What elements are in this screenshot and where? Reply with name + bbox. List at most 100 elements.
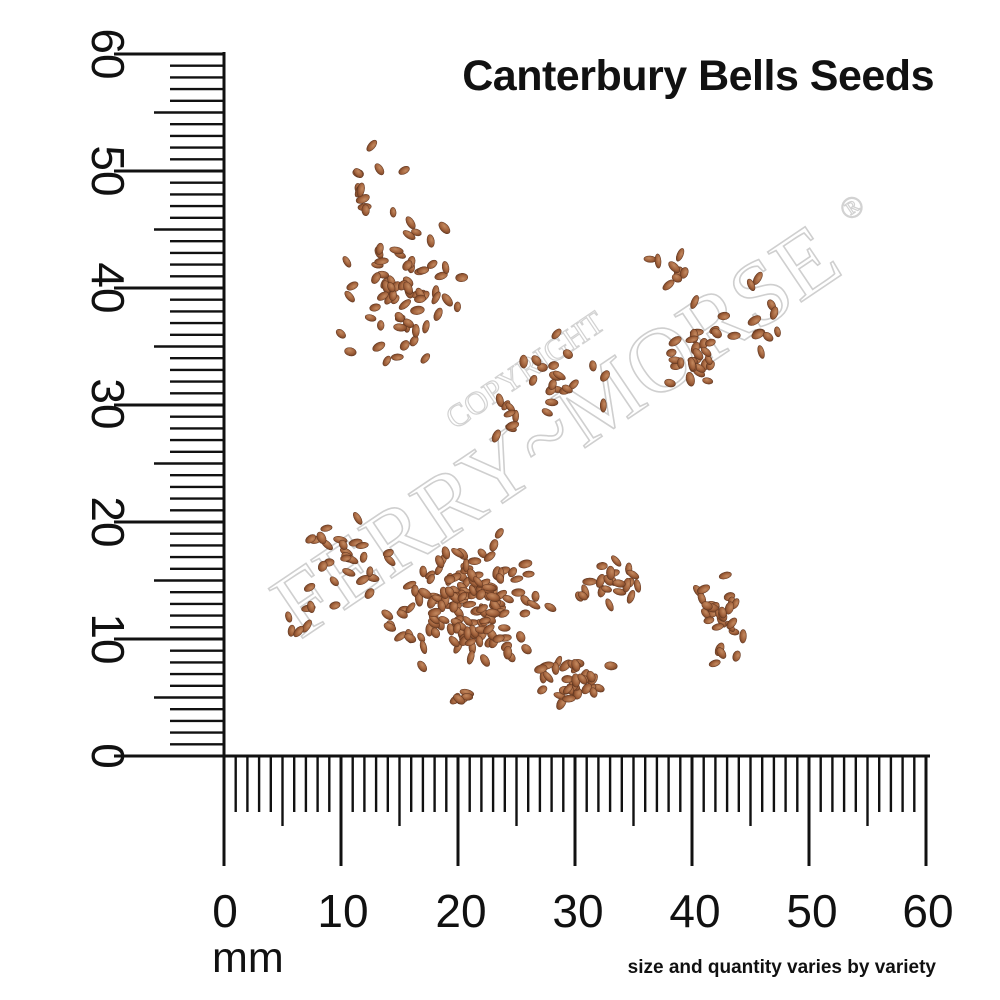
- seed: [344, 347, 357, 357]
- seed: [394, 311, 405, 323]
- seed: [374, 163, 385, 176]
- seed: [411, 323, 420, 338]
- seed: [482, 623, 495, 635]
- seed: [462, 616, 473, 626]
- seed: [703, 616, 715, 625]
- seed: [605, 598, 614, 612]
- seed: [577, 673, 588, 685]
- seed: [366, 139, 378, 152]
- seed: [417, 660, 427, 673]
- seed: [548, 361, 559, 370]
- seed: [544, 602, 557, 612]
- seed: [304, 582, 316, 592]
- watermark-brand: FERRY~MORSE: [254, 204, 857, 657]
- seed: [410, 305, 425, 315]
- seed: [690, 295, 699, 309]
- seed: [405, 602, 416, 614]
- seed: [430, 627, 441, 639]
- seed: [355, 542, 369, 549]
- seed: [405, 216, 416, 230]
- seed: [726, 617, 738, 629]
- seed: [604, 661, 618, 671]
- seed: [320, 524, 333, 532]
- seed: [482, 584, 497, 592]
- seed: [518, 559, 533, 569]
- seed: [718, 571, 732, 580]
- seed: [503, 409, 516, 418]
- seed: [675, 248, 685, 262]
- seed: [531, 355, 542, 366]
- seed: [571, 659, 581, 672]
- seed: [419, 565, 427, 578]
- seed: [746, 278, 756, 292]
- seed: [732, 650, 741, 662]
- seed: [511, 588, 526, 597]
- seed: [377, 320, 385, 331]
- x-tick-label: 0: [212, 885, 238, 937]
- seed: [462, 600, 477, 608]
- seed: [612, 579, 626, 588]
- seed: [769, 306, 779, 320]
- seed: [774, 326, 781, 338]
- seed: [685, 371, 695, 387]
- seed: [438, 221, 451, 235]
- seed: [526, 600, 541, 610]
- seed: [441, 261, 450, 275]
- seed: [562, 349, 573, 359]
- seed: [453, 622, 461, 634]
- seed: [344, 290, 355, 303]
- seed: [702, 377, 714, 385]
- seed: [701, 601, 713, 611]
- seed: [498, 624, 511, 632]
- seed: [475, 635, 484, 648]
- seed: [390, 353, 404, 361]
- seed: [606, 565, 616, 580]
- seed: [751, 329, 765, 340]
- seed: [468, 584, 477, 597]
- seed: [475, 589, 486, 600]
- seed: [747, 315, 762, 326]
- seed: [402, 260, 413, 271]
- seed: [382, 355, 391, 367]
- seed: [356, 575, 370, 585]
- seed: [521, 644, 532, 655]
- seed: [537, 685, 548, 695]
- watermark-registered-mark: ®: [833, 188, 870, 228]
- seed: [516, 631, 526, 643]
- seed: [486, 592, 501, 602]
- y-tick-labels: 0 10 20 30 40 50 60: [82, 28, 134, 768]
- seed: [467, 557, 482, 565]
- seed: [633, 579, 642, 593]
- vertical-ruler: [114, 52, 226, 758]
- seed: [479, 616, 491, 624]
- seed: [495, 573, 505, 584]
- seed: [562, 694, 576, 703]
- seed: [305, 534, 317, 544]
- seed: [346, 281, 359, 291]
- seed: [402, 230, 416, 241]
- seed: [340, 554, 352, 562]
- seed: [668, 336, 682, 347]
- seed: [285, 611, 293, 623]
- seed: [654, 253, 662, 269]
- seed: [431, 291, 441, 305]
- seed: [531, 590, 540, 602]
- seed: [422, 320, 430, 334]
- image-title: Canterbury Bells Seeds: [462, 52, 934, 100]
- seed: [705, 338, 716, 347]
- seed: [552, 370, 566, 381]
- seed: [463, 626, 472, 641]
- seed: [317, 560, 328, 572]
- seed: [600, 370, 610, 382]
- seed: [444, 586, 455, 598]
- unit-label: mm: [212, 934, 284, 982]
- seed: [480, 654, 490, 667]
- seed: [416, 266, 430, 275]
- seed: [356, 182, 365, 198]
- x-tick-label: 10: [317, 885, 368, 937]
- seed: [451, 547, 464, 558]
- seed: [375, 242, 384, 255]
- seed: [601, 585, 612, 593]
- seed: [427, 607, 442, 617]
